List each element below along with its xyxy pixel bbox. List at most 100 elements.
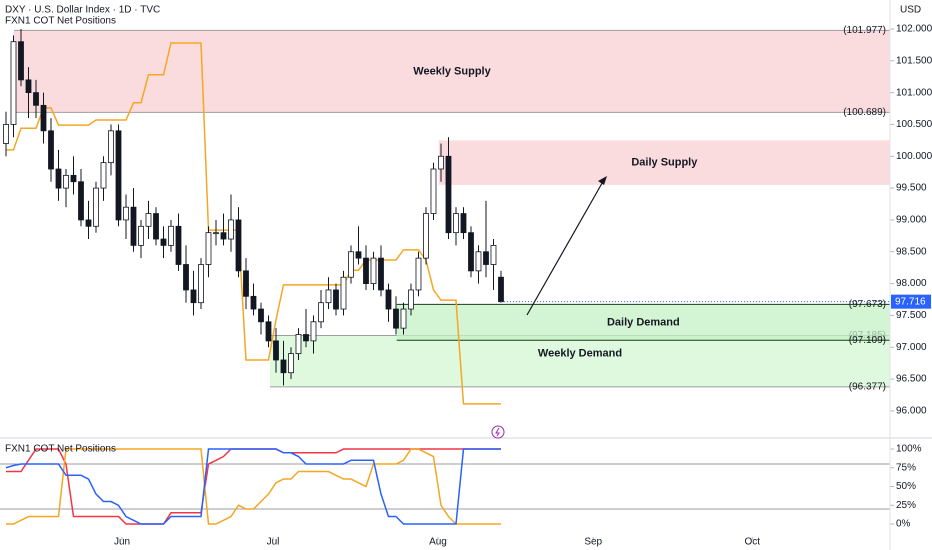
y-tick-label: 97.000 <box>896 342 927 353</box>
candle-body <box>175 225 182 265</box>
zone <box>396 304 890 341</box>
candle-body <box>168 225 174 246</box>
candle-body <box>145 213 152 227</box>
candle-body <box>70 174 77 183</box>
x-tick-label: Aug <box>429 537 447 548</box>
candle-body <box>205 232 212 265</box>
currency-label: USD <box>900 5 921 16</box>
candle-body <box>250 295 257 310</box>
event-icon-bolt <box>495 427 500 437</box>
candle-body <box>123 206 129 221</box>
y-tick-label: 0% <box>896 519 911 530</box>
candle-body <box>10 41 17 125</box>
candle-body <box>393 308 399 329</box>
candle-body <box>325 289 332 304</box>
x-tick-label: Jun <box>114 537 130 548</box>
candle-body <box>48 130 54 170</box>
candle-body <box>430 168 437 214</box>
candle-body <box>213 232 219 235</box>
y-tick-label: 96.000 <box>896 406 927 417</box>
arrow <box>526 177 606 316</box>
candle-body <box>318 302 324 323</box>
candle-body <box>273 340 279 361</box>
candle-body <box>265 321 272 342</box>
zone-price-label: (97.673) <box>849 299 886 310</box>
zone-label: Daily Demand <box>607 316 680 328</box>
candle-body <box>280 359 287 374</box>
candle-body <box>138 225 144 246</box>
y-tick-label: 101.500 <box>896 55 932 66</box>
candle-body <box>33 92 39 106</box>
y-tick-label: 98.000 <box>896 278 927 289</box>
candle-body <box>130 206 137 246</box>
arrow-head <box>598 176 607 185</box>
y-tick-label: 99.500 <box>896 183 927 194</box>
zone-label: Daily Supply <box>631 157 698 169</box>
zone <box>438 140 890 185</box>
candle-body <box>78 181 84 221</box>
candle-body <box>55 168 62 189</box>
y-tick-label: 100.000 <box>896 151 932 162</box>
candle-body <box>115 130 122 221</box>
price-panel: (101.977)(100.689)(97.185)(96.377)(97.67… <box>3 24 932 417</box>
candle-body <box>63 174 69 189</box>
candle-body <box>423 213 429 259</box>
candle-body <box>25 79 32 94</box>
y-tick-label: 102.000 <box>896 24 932 35</box>
candle-body <box>415 257 422 291</box>
candle-body <box>355 251 362 259</box>
candle-body <box>498 276 504 303</box>
zone <box>14 30 891 113</box>
zone-label: Weekly Demand <box>538 348 622 360</box>
x-tick-label: Oct <box>744 537 760 548</box>
candle-body <box>340 276 347 310</box>
zone-price-label: (96.377) <box>849 382 886 393</box>
event-icon[interactable] <box>491 425 505 439</box>
candle-body <box>333 289 339 310</box>
last-price-tag <box>891 294 931 309</box>
candle-body <box>453 213 459 234</box>
zone-price-label: (100.689) <box>843 107 886 118</box>
y-tick-label: 50% <box>896 481 916 492</box>
candle-body <box>258 308 264 323</box>
candle-body <box>228 219 234 240</box>
cot-panel: 0% 25% 50% 75% 100% Jun Jul Aug Sep Oct <box>0 444 922 548</box>
candle-body <box>40 104 47 132</box>
y-tick-label: 97.500 <box>896 310 927 321</box>
y-tick-label: 75% <box>896 462 916 473</box>
candle-body <box>183 264 189 291</box>
zone <box>269 335 890 387</box>
candle-body <box>220 232 227 240</box>
candle-body <box>153 213 159 240</box>
candle-body <box>483 251 489 265</box>
y-tick-label: 99.000 <box>896 215 927 226</box>
y-tick-label: 100% <box>896 444 922 455</box>
indicator-label: FXN1 COT Net Positions <box>5 16 116 27</box>
candle-body <box>363 257 369 284</box>
candle-body <box>370 257 377 284</box>
candle-body <box>438 155 444 170</box>
cot-line <box>5 448 501 525</box>
candle-body <box>400 308 407 329</box>
candle-body <box>385 289 392 310</box>
cot-line <box>5 448 501 525</box>
candle-body <box>85 219 92 227</box>
y-tick-label: 100.500 <box>896 119 932 130</box>
candle-body <box>408 289 414 310</box>
candle-body <box>295 334 302 355</box>
zone-price-label: (97.109) <box>849 335 886 346</box>
candle-body <box>100 162 107 189</box>
y-tick-label: 101.000 <box>896 87 932 98</box>
candle-body <box>445 155 452 234</box>
candle-body <box>490 244 497 265</box>
candle-body <box>310 321 317 342</box>
candle-body <box>378 257 384 291</box>
candle-body <box>93 187 99 227</box>
y-tick-label: 98.500 <box>896 246 927 257</box>
candle-body <box>3 124 9 144</box>
candle-body <box>288 353 294 374</box>
candle-body <box>190 289 197 304</box>
candle-body <box>303 334 309 342</box>
overlay-line <box>5 42 501 405</box>
